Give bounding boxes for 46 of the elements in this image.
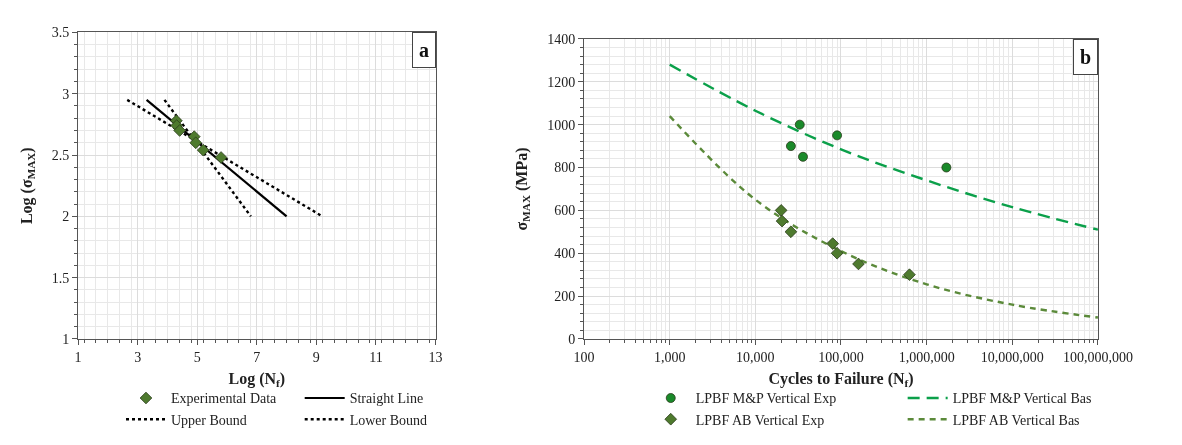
legend-label: Straight Line bbox=[349, 391, 424, 407]
legend-label: LPBF M&P Vertical Bas bbox=[952, 391, 1092, 407]
line-series bbox=[668, 114, 1098, 319]
annotation: b bbox=[1080, 46, 1092, 68]
y-tick-label: 2 bbox=[62, 209, 70, 225]
y-tick-label: 800 bbox=[554, 160, 576, 176]
legend-label: Lower Bound bbox=[349, 412, 428, 428]
x-tick-label: 7 bbox=[253, 349, 261, 365]
x-tick-label: 11 bbox=[369, 349, 383, 365]
y-tick-label: 1200 bbox=[547, 74, 576, 90]
y-tick-label: 1.5 bbox=[51, 270, 70, 286]
y-tick-label: 1400 bbox=[547, 31, 576, 47]
x-tick-label: 9 bbox=[312, 349, 320, 365]
y-tick-label: 400 bbox=[554, 246, 576, 262]
x-axis-title: Cycles to Failure (N$_{f}$) bbox=[768, 369, 914, 389]
y-tick-label: 3.5 bbox=[51, 25, 70, 41]
x-tick-label: 1 bbox=[74, 349, 82, 365]
line-series bbox=[668, 63, 1098, 231]
annotation: a bbox=[419, 39, 429, 61]
y-tick-label: 600 bbox=[554, 203, 576, 219]
x-tick-label: 13 bbox=[428, 349, 443, 365]
x-tick-label: 10,000,000 bbox=[980, 349, 1044, 365]
x-tick-label: 100,000 bbox=[818, 349, 864, 365]
y-tick-label: 200 bbox=[554, 288, 576, 304]
y-tick-label: 1 bbox=[62, 331, 70, 347]
legend-label: LPBF AB Vertical Exp bbox=[695, 412, 825, 428]
y-tick-label: 3 bbox=[62, 86, 70, 102]
point bbox=[189, 136, 202, 150]
x-tick-label: 5 bbox=[193, 349, 201, 365]
legend-label: LPBF M&P Vertical Exp bbox=[695, 391, 837, 407]
x-tick-label: 1,000 bbox=[653, 349, 686, 365]
y-tick-label: 2.5 bbox=[51, 147, 70, 163]
legend-label: Upper Bound bbox=[170, 412, 247, 428]
point bbox=[196, 143, 210, 157]
point bbox=[173, 124, 186, 137]
x-tick-label: 100,000,000 bbox=[1062, 349, 1133, 365]
legend-label: Experimental Data bbox=[170, 391, 278, 407]
legend-label: LPBF AB Vertical Bas bbox=[952, 412, 1080, 428]
x-tick-label: 3 bbox=[134, 349, 142, 365]
y-tick-label: 1000 bbox=[547, 117, 576, 133]
x-axis-title: Log (N$_{f}$) bbox=[228, 369, 286, 389]
x-tick-label: 1,000,000 bbox=[898, 349, 955, 365]
y-tick-label: 0 bbox=[568, 331, 576, 347]
point bbox=[214, 151, 228, 164]
x-tick-label: 10,000 bbox=[736, 349, 775, 365]
x-tick-label: 100 bbox=[573, 349, 595, 365]
